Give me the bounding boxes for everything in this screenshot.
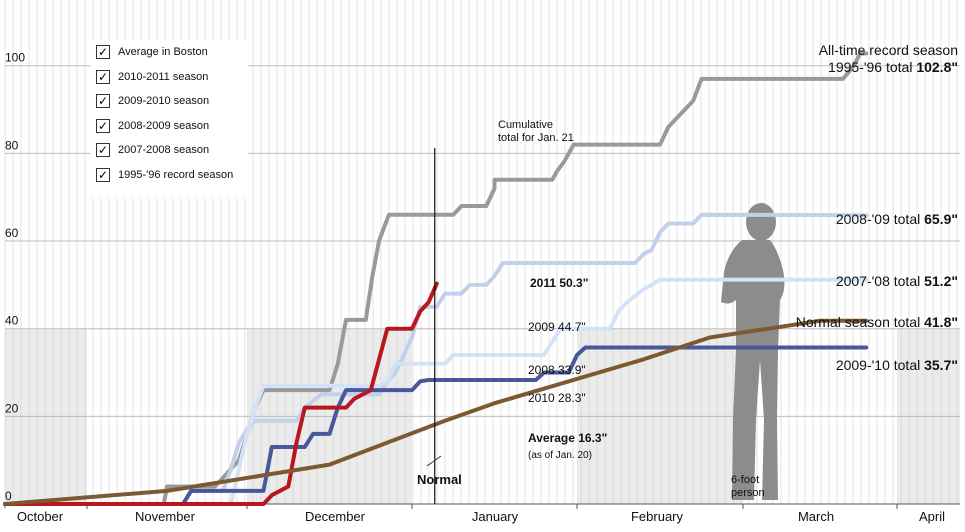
- x-tick-label: March: [798, 509, 834, 524]
- series-line: [3, 345, 869, 506]
- x-tick-label: December: [305, 509, 366, 524]
- legend-label: 2008-2009 season: [118, 119, 210, 132]
- series-line: [3, 277, 869, 506]
- annotation-cumulative: Cumulative: [498, 119, 553, 131]
- y-tick-label: 80: [5, 138, 19, 152]
- legend-item-2009-2010[interactable]: ✓ 2009-2010 season: [90, 89, 248, 114]
- checkbox-checked-icon[interactable]: ✓: [96, 167, 110, 182]
- legend-item-2010-2011[interactable]: ✓ 2010-2011 season: [90, 65, 248, 90]
- y-tick-label: 20: [5, 401, 19, 415]
- y-tick-label: 40: [5, 314, 19, 328]
- checkbox-checked-icon[interactable]: ✓: [96, 143, 110, 158]
- series-line: [3, 281, 439, 506]
- annotation-2009-now: 2009 44.7": [528, 320, 586, 334]
- annotation-2008-now: 2008 33.9": [528, 363, 586, 377]
- annotation-person: person: [731, 487, 765, 499]
- annotation-average-sub: (as of Jan. 20): [528, 450, 592, 461]
- y-tick-label: 0: [5, 489, 12, 503]
- annotation-record-line1: All-time record season: [819, 42, 958, 58]
- annotation-2011-now: 2011 50.3": [530, 276, 588, 290]
- y-tick-label: 60: [5, 226, 19, 240]
- legend-item-2008-2009[interactable]: ✓ 2008-2009 season: [90, 114, 248, 139]
- annotation-cumulative: total for Jan. 21: [498, 132, 574, 144]
- annotation-average: Average 16.3": [528, 431, 607, 445]
- annotation-2010-now: 2010 28.3": [528, 391, 586, 405]
- annotation-normal-total: Normal season total 41.8": [796, 314, 958, 330]
- annotation-2007-08-total: 2007-'08 total 51.2": [836, 273, 958, 289]
- checkbox-checked-icon[interactable]: ✓: [96, 45, 110, 60]
- x-tick-label: November: [135, 509, 196, 524]
- annotation-2009-10-total: 2009-'10 total 35.7": [836, 357, 958, 373]
- checkbox-checked-icon[interactable]: ✓: [96, 69, 110, 84]
- y-tick-label: 100: [5, 51, 25, 65]
- annotation-person: 6-foot: [731, 474, 759, 486]
- legend-item-2007-2008[interactable]: ✓ 2007-2008 season: [90, 138, 248, 163]
- checkbox-checked-icon[interactable]: ✓: [96, 94, 110, 109]
- legend-label: Average in Boston: [118, 46, 208, 59]
- legend-label: 2009-2010 season: [118, 95, 210, 108]
- x-tick-label: April: [919, 509, 945, 524]
- legend-item-average[interactable]: ✓ Average in Boston: [90, 40, 248, 65]
- legend-label: 2007-2008 season: [118, 144, 210, 157]
- legend: ✓ Average in Boston ✓ 2010-2011 season ✓…: [90, 40, 248, 198]
- six-foot-person-icon: [721, 203, 785, 500]
- series-line: [3, 318, 869, 506]
- legend-item-1995-96[interactable]: ✓ 1995-'96 record season: [90, 163, 248, 188]
- checkbox-checked-icon[interactable]: ✓: [96, 118, 110, 133]
- annotation-2008-09-total: 2008-'09 total 65.9": [836, 211, 958, 227]
- annotation-normal: Normal: [417, 472, 462, 487]
- normal-pointer-line: [426, 455, 442, 467]
- x-tick-label: January: [472, 509, 519, 524]
- x-tick-label: October: [17, 509, 64, 524]
- legend-label: 2010-2011 season: [118, 70, 209, 83]
- annotation-record-total: 1995-'96 total 102.8": [828, 59, 958, 75]
- x-tick-label: February: [631, 509, 684, 524]
- legend-label: 1995-'96 record season: [118, 168, 234, 181]
